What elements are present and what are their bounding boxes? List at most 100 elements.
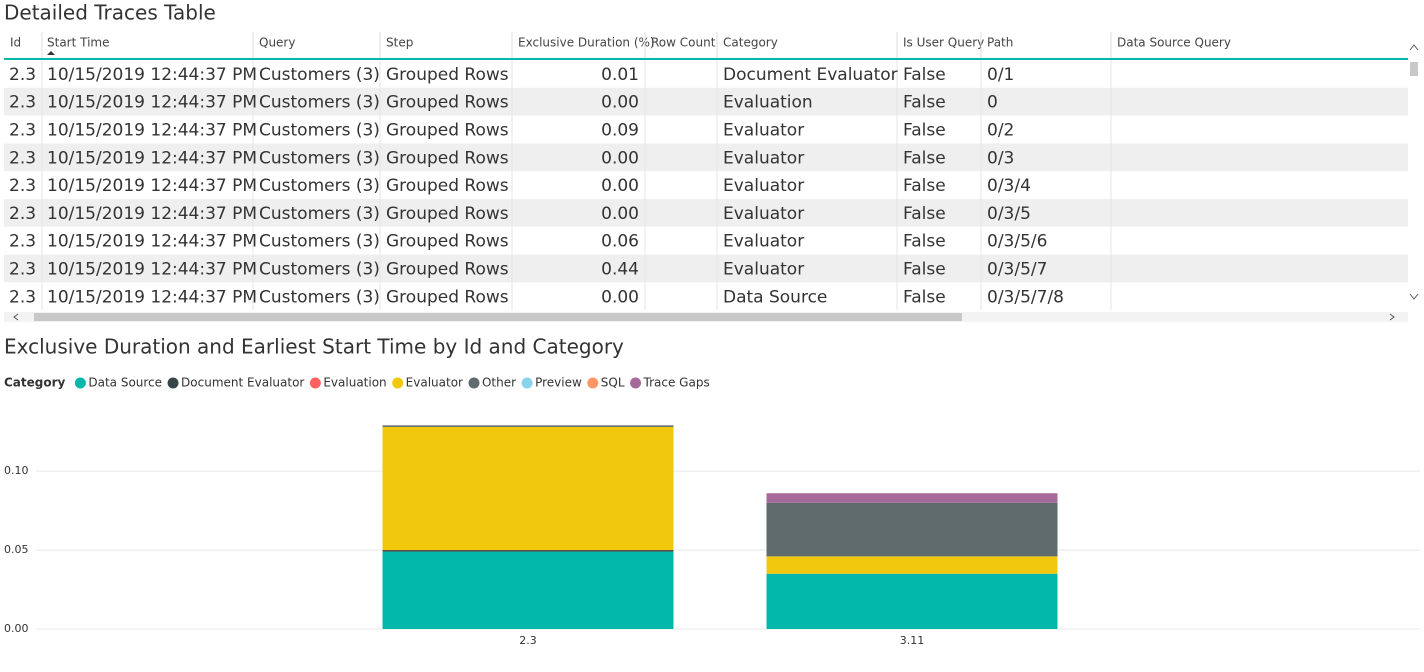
- table-cell: 0/3/4: [987, 176, 1031, 196]
- sort-indicator[interactable]: [47, 51, 55, 55]
- scroll-down[interactable]: [1409, 293, 1419, 300]
- legend-label[interactable]: SQL: [601, 376, 625, 390]
- column-header[interactable]: Path: [987, 36, 1013, 50]
- table-cell: False: [903, 204, 946, 224]
- table-cell: 0.00: [601, 287, 639, 307]
- table-row[interactable]: [4, 199, 1408, 227]
- bar-segment[interactable]: [766, 556, 1058, 574]
- y-tick-label: 0.00: [4, 622, 29, 635]
- bar-segment[interactable]: [382, 550, 674, 552]
- table-cell: 0.44: [601, 260, 639, 280]
- column-header[interactable]: Id: [10, 36, 21, 50]
- legend-label[interactable]: Trace Gaps: [643, 376, 710, 390]
- table-row[interactable]: [4, 87, 1408, 116]
- legend-marker[interactable]: [309, 377, 321, 389]
- table-cell: 0/3/5/6: [987, 232, 1047, 252]
- table-cell: Customers (3): [259, 65, 380, 85]
- table-row[interactable]: [4, 143, 1408, 172]
- bar-segment[interactable]: [766, 502, 1058, 557]
- column-header[interactable]: Start Time: [47, 36, 110, 50]
- chart-title: Exclusive Duration and Earliest Start Ti…: [4, 335, 624, 359]
- legend-label[interactable]: Data Source: [88, 376, 162, 390]
- scroll-left[interactable]: [13, 313, 19, 321]
- column-header[interactable]: Row Count: [651, 36, 716, 50]
- table-row[interactable]: [4, 254, 1408, 283]
- table-cell: Evaluation: [723, 93, 813, 113]
- table-cell: Customers (3): [259, 287, 380, 307]
- legend-marker[interactable]: [587, 377, 599, 389]
- column-header[interactable]: Query: [259, 36, 295, 50]
- table-cell: Customers (3): [259, 121, 380, 141]
- table-cell: 2.3: [9, 232, 36, 252]
- table-cell: 0.09: [601, 121, 639, 141]
- legend-label[interactable]: Evaluator: [406, 376, 463, 390]
- table-row[interactable]: [4, 115, 1408, 144]
- table-cell: Evaluator: [723, 148, 804, 168]
- legend-marker[interactable]: [392, 377, 404, 389]
- table-cell: Grouped Rows: [386, 65, 509, 85]
- table-cell: 0.06: [601, 232, 639, 252]
- table-cell: 2.3: [9, 287, 36, 307]
- bar-segment[interactable]: [766, 493, 1058, 503]
- h-scroll-thumb[interactable]: [34, 313, 962, 321]
- v-scrollbar[interactable]: [1408, 32, 1422, 310]
- table-cell: 10/15/2019 12:44:37 PM: [47, 260, 257, 280]
- bar-segment[interactable]: [382, 426, 674, 551]
- table-cell: 0: [987, 93, 998, 113]
- column-header[interactable]: Data Source Query: [1117, 36, 1231, 50]
- scroll-up[interactable]: [1409, 44, 1419, 51]
- table-row[interactable]: [4, 282, 1408, 311]
- legend-label[interactable]: Evaluation: [323, 376, 386, 390]
- table-cell: Grouped Rows: [386, 148, 509, 168]
- legend-label[interactable]: Other: [482, 376, 516, 390]
- bar-segment[interactable]: [382, 425, 674, 427]
- table-cell: 10/15/2019 12:44:37 PM: [47, 204, 257, 224]
- y-tick-label: 0.05: [4, 543, 29, 556]
- table-cell: False: [903, 93, 946, 113]
- table-cell: 10/15/2019 12:44:37 PM: [47, 65, 257, 85]
- table-cell: False: [903, 287, 946, 307]
- scroll-right[interactable]: [1389, 313, 1395, 321]
- table-cell: 10/15/2019 12:44:37 PM: [47, 121, 257, 141]
- table-cell: Evaluator: [723, 176, 804, 196]
- table-cell: Grouped Rows: [386, 121, 509, 141]
- v-scroll-thumb[interactable]: [1410, 62, 1418, 76]
- table-cell: Customers (3): [259, 232, 380, 252]
- legend-label[interactable]: Preview: [535, 376, 582, 390]
- table-row[interactable]: [4, 171, 1408, 199]
- bar-segment[interactable]: [766, 573, 1058, 629]
- table-cell: 10/15/2019 12:44:37 PM: [47, 287, 257, 307]
- table-cell: 10/15/2019 12:44:37 PM: [47, 176, 257, 196]
- table-cell: 2.3: [9, 93, 36, 113]
- legend-label[interactable]: Document Evaluator: [181, 376, 304, 390]
- column-header[interactable]: Is User Query: [903, 36, 984, 50]
- x-tick-label: 3.11: [900, 634, 925, 647]
- legend-marker[interactable]: [521, 377, 533, 389]
- y-tick-label: 0.10: [4, 464, 29, 477]
- table-cell: Evaluator: [723, 260, 804, 280]
- table-cell: Grouped Rows: [386, 232, 509, 252]
- table-title: Detailed Traces Table: [4, 1, 216, 25]
- legend-title: Category: [4, 376, 66, 390]
- table-cell: 2.3: [9, 176, 36, 196]
- bar-segment[interactable]: [382, 551, 674, 629]
- table-row[interactable]: [4, 226, 1408, 255]
- table-cell: 10/15/2019 12:44:37 PM: [47, 148, 257, 168]
- table-cell: Grouped Rows: [386, 176, 509, 196]
- table-cell: Customers (3): [259, 176, 380, 196]
- column-header[interactable]: Category: [723, 36, 778, 50]
- legend-marker[interactable]: [468, 377, 480, 389]
- table-cell: 10/15/2019 12:44:37 PM: [47, 93, 257, 113]
- table-row[interactable]: [4, 60, 1408, 88]
- table-cell: False: [903, 176, 946, 196]
- column-header[interactable]: Exclusive Duration (%): [518, 36, 655, 50]
- table-cell: 0.00: [601, 204, 639, 224]
- table-cell: 0.00: [601, 93, 639, 113]
- table-cell: 0/3/5: [987, 204, 1031, 224]
- legend-marker[interactable]: [630, 377, 642, 389]
- column-header[interactable]: Step: [386, 36, 413, 50]
- legend-marker[interactable]: [167, 377, 179, 389]
- table-cell: Customers (3): [259, 93, 380, 113]
- legend-marker[interactable]: [74, 377, 86, 389]
